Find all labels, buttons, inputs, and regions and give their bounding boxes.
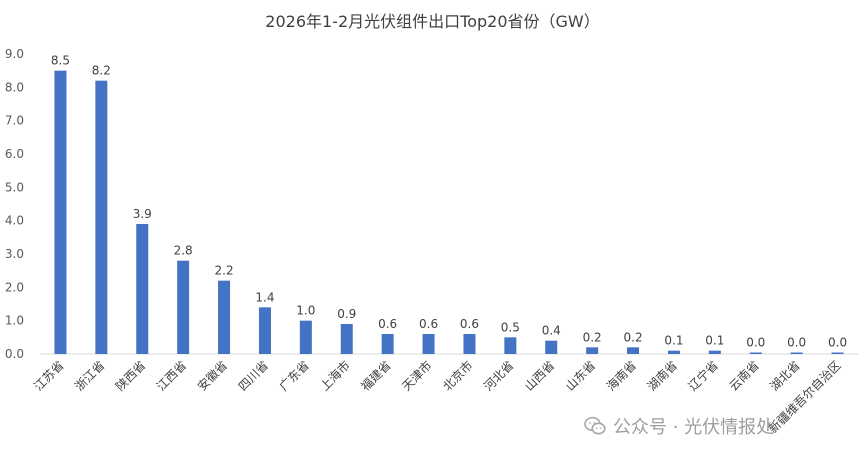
bar	[340, 324, 353, 354]
bar	[218, 280, 231, 354]
y-tick-label: 0.0	[5, 347, 24, 361]
chart-title: 2026年1-2月光伏组件出口Top20省份（GW）	[265, 12, 600, 31]
x-tick-label: 江苏省	[31, 358, 66, 393]
x-tick-label: 安徽省	[194, 358, 230, 394]
x-tick-label: 福建省	[358, 358, 394, 394]
x-tick-label: 上海市	[317, 358, 353, 394]
x-tick-label: 湖南省	[644, 358, 680, 394]
x-tick-label: 浙江省	[72, 358, 107, 393]
x-tick-label: 陕西省	[112, 358, 148, 394]
data-label: 0.1	[705, 334, 724, 348]
y-tick-label: 1.0	[5, 314, 24, 328]
bar	[545, 340, 558, 354]
data-label: 0.0	[787, 336, 806, 350]
wechat-icon	[584, 416, 606, 435]
data-label: 2.8	[174, 244, 193, 258]
x-tick-label: 山东省	[563, 358, 598, 393]
x-tick-label: 云南省	[726, 358, 762, 394]
y-tick-label: 3.0	[5, 247, 24, 261]
bar	[299, 320, 312, 354]
data-label: 0.0	[746, 336, 765, 350]
watermark: 公众号 · 光伏情报处	[584, 414, 774, 438]
bar	[54, 70, 67, 355]
bar	[831, 352, 844, 354]
x-tick-label: 湖北省	[767, 358, 803, 394]
bars	[54, 70, 844, 355]
y-tick-label: 5.0	[5, 180, 24, 194]
data-label: 0.5	[501, 320, 520, 334]
y-tick-label: 8.0	[5, 80, 24, 94]
bar	[504, 337, 517, 354]
bar	[136, 224, 149, 354]
bar	[177, 260, 190, 354]
y-tick-label: 9.0	[5, 47, 24, 61]
watermark-text: 公众号 · 光伏情报处	[613, 417, 775, 438]
x-tick-label: 海南省	[603, 358, 639, 394]
bar	[381, 334, 394, 354]
y-tick-label: 6.0	[5, 147, 24, 161]
x-tick-label: 新疆维吾尔自治区	[765, 358, 843, 436]
data-label: 1.0	[296, 304, 315, 318]
data-label: 0.1	[664, 334, 683, 348]
bar	[95, 80, 108, 355]
y-tick-label: 7.0	[5, 114, 24, 128]
x-tick-label: 北京市	[439, 358, 475, 394]
x-tick-label: 天津市	[399, 358, 435, 394]
x-tick-label: 山西省	[522, 358, 557, 393]
data-label: 1.4	[255, 290, 274, 304]
data-label: 0.6	[378, 317, 397, 331]
data-label: 3.9	[133, 207, 152, 221]
data-label: 8.2	[92, 64, 111, 78]
data-labels: 8.5 8.2 3.9 2.8 2.2 1.4 1.0 0.9 0.6 0.6 0.6 0.5 0.4 0…	[51, 54, 847, 350]
y-tick-label: 4.0	[5, 214, 24, 228]
data-label: 0.2	[583, 330, 602, 344]
bar	[749, 352, 762, 354]
data-label: 0.4	[542, 324, 561, 338]
x-tick-label: 河北省	[481, 358, 516, 393]
bar	[586, 347, 599, 354]
x-tick-label: 广东省	[277, 358, 312, 393]
x-tick-label: 四川省	[236, 358, 271, 393]
data-label: 0.6	[460, 317, 479, 331]
data-label: 0.0	[828, 336, 847, 350]
bar	[790, 352, 803, 354]
data-label: 0.9	[337, 307, 356, 321]
x-tick-label: 江西省	[154, 358, 189, 393]
y-tick-label: 2.0	[5, 280, 24, 294]
bar	[422, 334, 435, 354]
bar	[258, 307, 271, 354]
bar	[463, 334, 476, 354]
data-label: 8.5	[51, 54, 70, 68]
bar	[708, 350, 721, 354]
data-label: 0.6	[419, 317, 438, 331]
data-label: 0.2	[624, 330, 643, 344]
y-axis: 0.0 1.0 2.0 3.0 4.0 5.0 6.0 7.0 8.0 9.0	[5, 47, 24, 361]
bar	[627, 347, 640, 354]
x-tick-label: 辽宁省	[685, 358, 721, 394]
bar	[667, 350, 680, 354]
data-label: 2.2	[215, 264, 234, 278]
